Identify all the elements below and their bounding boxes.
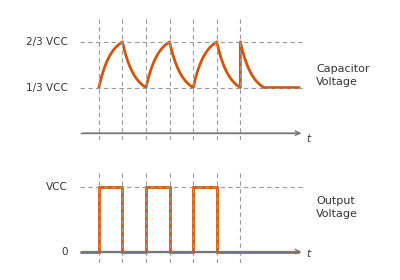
- Text: 2/3 VCC: 2/3 VCC: [26, 37, 68, 47]
- Text: Output
Voltage: Output Voltage: [316, 196, 358, 219]
- Text: Capacitor
Voltage: Capacitor Voltage: [316, 64, 370, 87]
- Text: 1/3 VCC: 1/3 VCC: [26, 83, 68, 93]
- Text: VCC: VCC: [46, 182, 68, 192]
- Text: t: t: [306, 249, 310, 259]
- Text: t: t: [306, 134, 310, 144]
- Text: 0: 0: [62, 247, 68, 256]
